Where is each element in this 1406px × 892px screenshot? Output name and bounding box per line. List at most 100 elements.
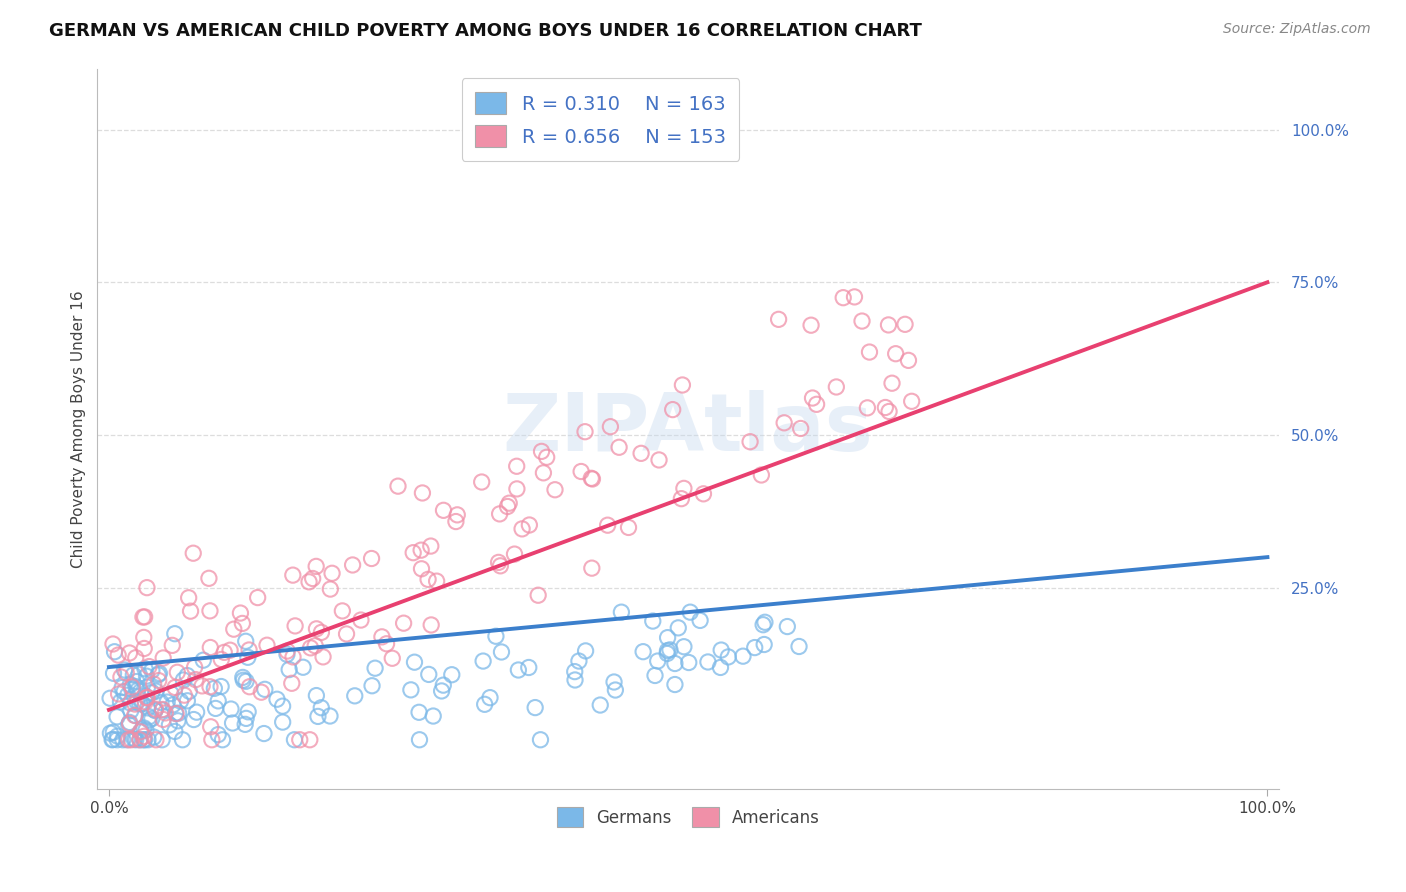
Point <box>236 650 259 665</box>
Point <box>330 604 353 618</box>
Point <box>800 318 823 333</box>
Point <box>105 710 128 724</box>
Point <box>232 673 254 688</box>
Point <box>605 683 627 698</box>
Point <box>710 643 733 657</box>
Point <box>292 660 315 674</box>
Point <box>875 401 897 415</box>
Point <box>118 732 141 747</box>
Point <box>184 673 207 687</box>
Point <box>717 649 740 664</box>
Point <box>177 591 200 605</box>
Point <box>250 685 273 699</box>
Point <box>631 645 654 659</box>
Point <box>155 706 177 720</box>
Point <box>136 690 159 705</box>
Point <box>150 732 173 747</box>
Point <box>299 640 322 655</box>
Point <box>211 732 233 747</box>
Point <box>402 546 425 560</box>
Point <box>132 721 155 735</box>
Point <box>524 700 547 714</box>
Point <box>404 655 426 669</box>
Point <box>256 638 278 652</box>
Point <box>229 606 252 620</box>
Point <box>529 732 551 747</box>
Point <box>163 626 186 640</box>
Point <box>281 568 304 582</box>
Point <box>432 678 454 692</box>
Point <box>610 605 633 619</box>
Point <box>574 425 596 439</box>
Point <box>508 663 530 677</box>
Point <box>120 704 142 718</box>
Point <box>129 724 152 739</box>
Point <box>209 680 232 694</box>
Point <box>181 546 204 560</box>
Point <box>488 555 510 569</box>
Point <box>661 402 683 417</box>
Point <box>136 701 159 715</box>
Point <box>132 631 155 645</box>
Point <box>647 654 669 668</box>
Point <box>135 723 157 737</box>
Legend: Germans, Americans: Germans, Americans <box>548 799 828 835</box>
Point <box>201 732 224 747</box>
Point <box>165 706 187 721</box>
Point <box>135 669 157 683</box>
Point <box>105 732 128 747</box>
Point <box>103 666 125 681</box>
Point <box>173 688 195 702</box>
Point <box>138 713 160 727</box>
Point <box>121 680 143 694</box>
Point <box>607 440 630 454</box>
Point <box>426 574 449 589</box>
Point <box>111 732 134 747</box>
Point <box>856 401 879 415</box>
Point <box>568 654 591 668</box>
Point <box>666 621 689 635</box>
Point <box>319 709 342 723</box>
Point <box>880 376 903 391</box>
Point <box>288 732 311 747</box>
Point <box>142 677 165 691</box>
Point <box>900 394 922 409</box>
Point <box>510 522 533 536</box>
Point <box>858 345 880 359</box>
Point <box>145 702 167 716</box>
Point <box>644 668 666 682</box>
Point <box>219 643 242 657</box>
Point <box>361 679 384 693</box>
Point <box>134 641 156 656</box>
Point <box>657 647 679 661</box>
Point <box>176 694 198 708</box>
Point <box>360 551 382 566</box>
Point <box>124 708 146 723</box>
Point <box>630 446 652 460</box>
Point <box>198 604 221 618</box>
Point <box>235 711 257 725</box>
Point <box>641 614 664 628</box>
Point <box>444 515 467 529</box>
Point <box>411 562 433 576</box>
Point <box>575 644 598 658</box>
Point <box>176 668 198 682</box>
Point <box>179 684 201 698</box>
Point <box>657 631 679 645</box>
Point <box>143 703 166 717</box>
Point <box>124 708 146 723</box>
Point <box>319 582 342 596</box>
Point <box>298 732 321 747</box>
Point <box>311 625 333 640</box>
Point <box>128 667 150 681</box>
Point <box>599 419 621 434</box>
Point <box>751 467 773 482</box>
Y-axis label: Child Poverty Among Boys Under 16: Child Poverty Among Boys Under 16 <box>72 290 86 567</box>
Point <box>136 680 159 694</box>
Point <box>253 726 276 740</box>
Point <box>148 673 170 688</box>
Point <box>672 482 695 496</box>
Point <box>134 732 156 747</box>
Point <box>408 732 430 747</box>
Point <box>544 483 567 497</box>
